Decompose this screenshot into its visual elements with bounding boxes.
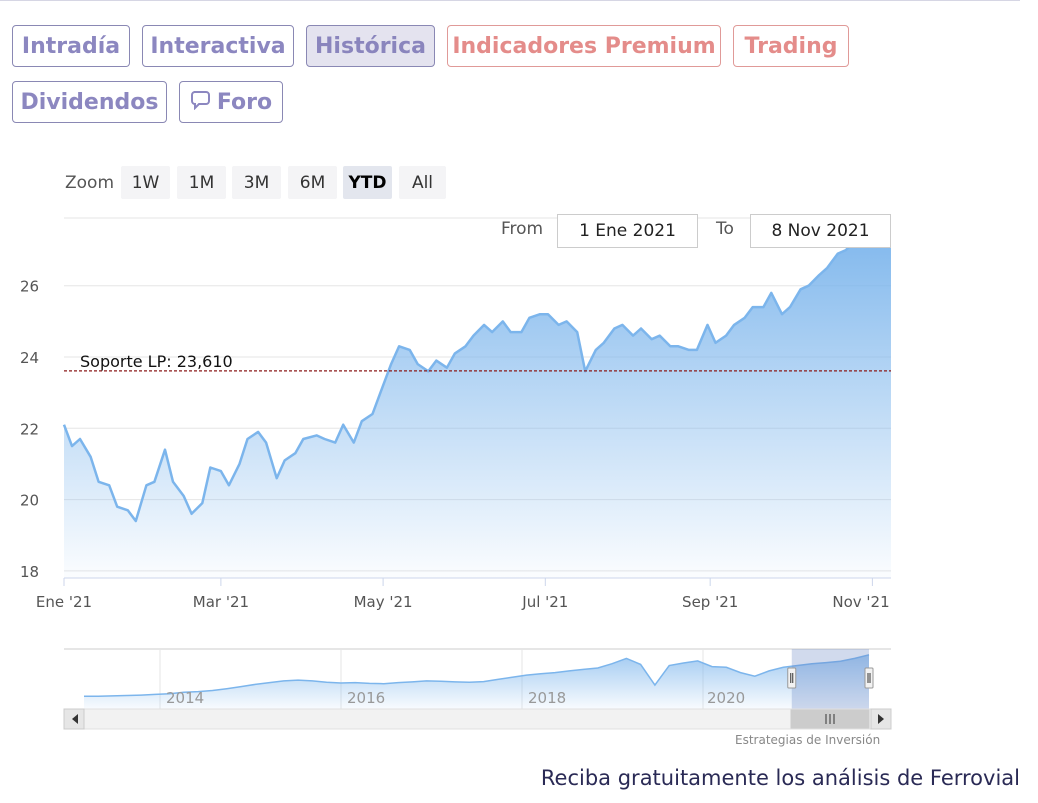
- navigator-scrollbar-track[interactable]: [63, 708, 892, 730]
- zoom-ytd-button[interactable]: YTD: [343, 166, 392, 199]
- tab-interactiva[interactable]: Interactiva: [142, 25, 294, 67]
- tab-dividendos[interactable]: Dividendos: [12, 81, 167, 123]
- navigator-year-label: 2016: [347, 689, 385, 707]
- x-tick-label: Sep '21: [682, 593, 738, 611]
- support-label: Soporte LP: 23,610: [80, 352, 233, 371]
- zoom-1w-button[interactable]: 1W: [121, 166, 170, 199]
- zoom-6m-button[interactable]: 6M: [288, 166, 337, 199]
- tab-label: Indicadores Premium: [452, 33, 716, 59]
- tab-historica[interactable]: Histórica: [306, 25, 435, 67]
- price-chart: Soporte LP: 23,610 18 20 22 24 26 Ene '21 Mar …: [20, 217, 892, 730]
- tab-trading[interactable]: Trading: [733, 25, 849, 67]
- tab-label: Foro: [216, 89, 273, 115]
- navigator-handle-left[interactable]: [787, 667, 797, 689]
- zoom-1m-button[interactable]: 1M: [177, 166, 226, 199]
- tab-label: Interactiva: [150, 33, 286, 59]
- top-divider: [0, 0, 1020, 1]
- zoom-all-button[interactable]: All: [399, 166, 446, 199]
- x-tick-label: May '21: [354, 593, 413, 611]
- navigator-year-label: 2018: [528, 689, 566, 707]
- navigator-area: [84, 654, 869, 709]
- y-tick-label: 24: [20, 349, 39, 367]
- tab-label: Trading: [744, 33, 838, 59]
- navigator-handle-right[interactable]: [864, 667, 874, 689]
- range-to-input[interactable]: 8 Nov 2021: [750, 214, 891, 248]
- range-from-label: From: [501, 219, 544, 239]
- y-tick-label: 20: [20, 492, 39, 510]
- navigator-selection: [791, 649, 869, 709]
- x-tick-label: Jul '21: [521, 593, 568, 611]
- price-line: [62, 234, 891, 523]
- tab-foro[interactable]: Foro: [179, 81, 283, 123]
- x-tick-label: Ene '21: [36, 593, 92, 611]
- navigator-year-label: 2020: [707, 689, 745, 707]
- tab-label: Intradía: [21, 33, 121, 59]
- y-tick-label: 22: [20, 420, 39, 438]
- range-from-input[interactable]: 1 Ene 2021: [557, 214, 698, 248]
- price-area-fill: [64, 235, 891, 579]
- range-to-label: To: [716, 219, 734, 239]
- zoom-3m-button[interactable]: 3M: [232, 166, 281, 199]
- tab-indicadores-premium[interactable]: Indicadores Premium: [447, 25, 721, 67]
- y-tick-label: 26: [20, 278, 39, 296]
- tab-label: Dividendos: [20, 89, 159, 115]
- tab-label: Histórica: [315, 33, 426, 59]
- x-tick-label: Mar '21: [193, 593, 249, 611]
- tab-intradia[interactable]: Intradía: [12, 25, 130, 67]
- chevron-right-icon: [878, 714, 884, 724]
- navigator-line: [84, 654, 870, 697]
- zoom-label: Zoom: [65, 173, 115, 193]
- chevron-left-icon: [72, 714, 78, 724]
- chat-bubble-icon: [190, 88, 212, 116]
- subscribe-cta[interactable]: Reciba gratuitamente los análisis de Fer…: [540, 766, 1020, 790]
- navigator-year-label: 2014: [166, 689, 204, 707]
- x-tick-label: Nov '21: [832, 593, 889, 611]
- chart-credit[interactable]: Estrategias de Inversión: [735, 733, 881, 747]
- y-tick-label: 18: [20, 563, 39, 581]
